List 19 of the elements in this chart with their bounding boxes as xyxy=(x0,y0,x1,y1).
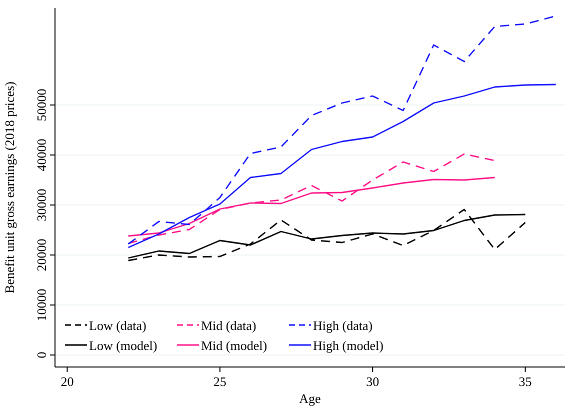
legend-label: High (data) xyxy=(313,318,373,333)
x-axis-title: Age xyxy=(299,391,322,406)
legend-label: Mid (model) xyxy=(201,338,268,353)
y-tick-label: 30000 xyxy=(34,188,49,222)
x-tick-label: 30 xyxy=(366,374,380,389)
line-series xyxy=(128,153,496,244)
x-tick-label: 25 xyxy=(213,374,226,389)
legend-label: High (model) xyxy=(313,338,384,353)
y-tick-label: 0 xyxy=(34,352,49,358)
legend-label: Low (model) xyxy=(89,338,158,353)
y-tick-label: 40000 xyxy=(34,138,49,172)
y-axis-title: Benefit unit gross earnings (2018 prices) xyxy=(2,82,17,294)
legend-label: Mid (data) xyxy=(201,318,256,333)
y-tick-label: 20000 xyxy=(34,238,49,272)
y-tick-label: 10000 xyxy=(34,288,49,322)
x-tick-label: 20 xyxy=(60,374,74,389)
legend-label: Low (data) xyxy=(89,318,146,333)
y-tick-label: 50000 xyxy=(34,88,49,122)
x-tick-label: 35 xyxy=(518,374,532,389)
